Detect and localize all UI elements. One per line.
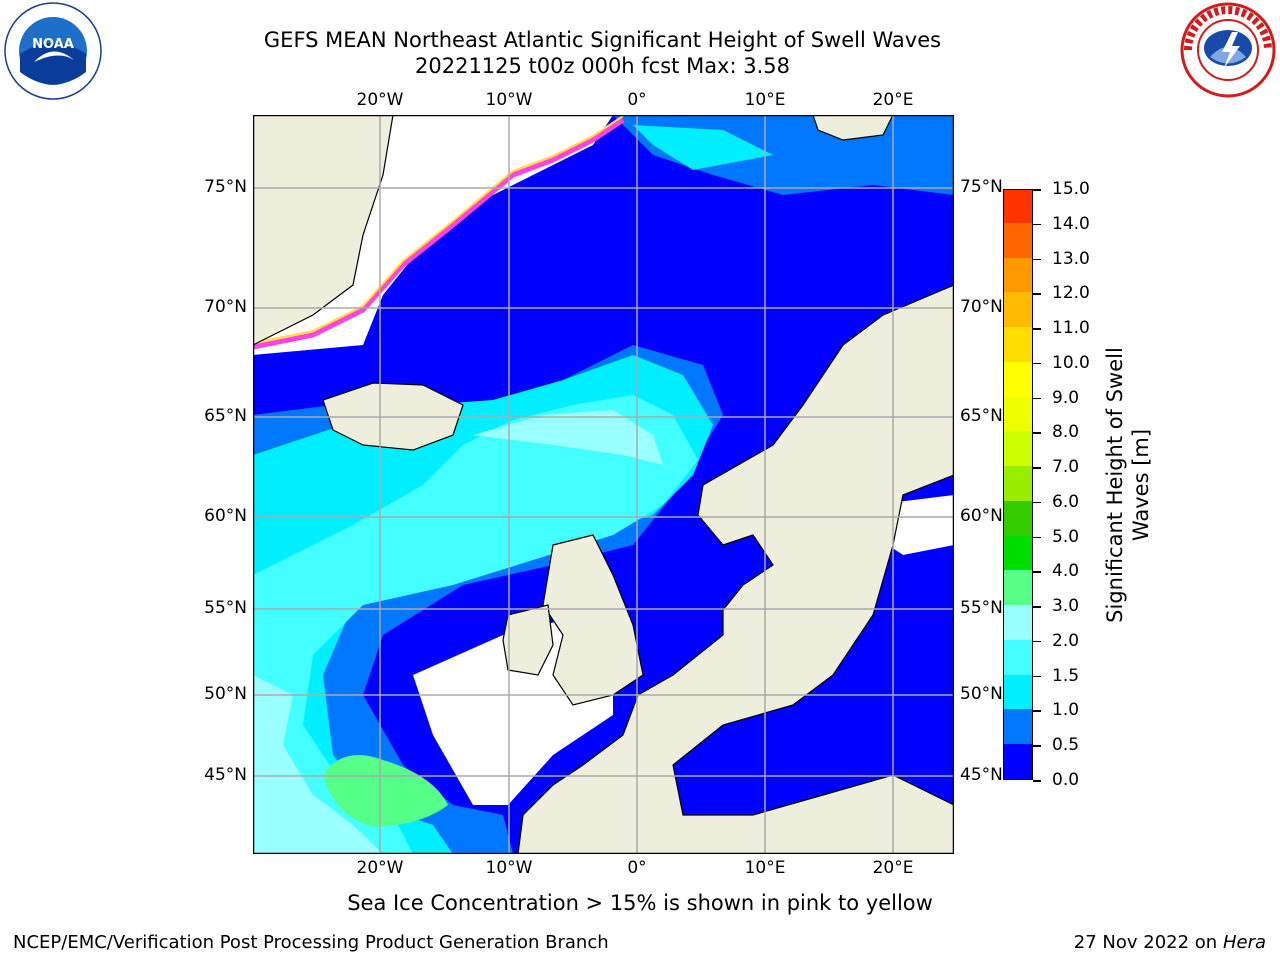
- colorbar-segment: [1004, 674, 1032, 709]
- lon-label-top: 10°E: [745, 90, 786, 110]
- colorbar-tick-label: 3.0: [1052, 596, 1079, 616]
- lat-label-left: 45°N: [177, 765, 247, 785]
- colorbar-tick: [1033, 432, 1041, 434]
- colorbar-tick: [1033, 189, 1041, 191]
- lat-label-left: 50°N: [177, 684, 247, 704]
- footer-left: NCEP/EMC/Verification Post Processing Pr…: [13, 932, 609, 953]
- noaa-logo-icon: NOAA: [4, 2, 102, 100]
- lon-label-top: 20°W: [357, 90, 404, 110]
- colorbar-tick-label: 1.0: [1052, 700, 1079, 720]
- colorbar-segment: [1004, 431, 1032, 466]
- lat-label-right: 60°N: [960, 506, 1003, 526]
- title-line-1: GEFS MEAN Northeast Atlantic Significant…: [0, 27, 1205, 53]
- lon-label-bottom: 0°: [627, 858, 646, 878]
- colorbar-segment: [1004, 466, 1032, 501]
- colorbar-tick-label: 7.0: [1052, 457, 1079, 477]
- colorbar-tick-label: 2.0: [1052, 631, 1079, 651]
- colorbar-tick-label: 15.0: [1052, 179, 1090, 199]
- colorbar-segment: [1004, 639, 1032, 674]
- colorbar-tick-label: 13.0: [1052, 249, 1090, 269]
- lat-label-right: 55°N: [960, 598, 1003, 618]
- sea-ice-note: Sea Ice Concentration > 15% is shown in …: [0, 891, 1280, 915]
- colorbar-tick: [1033, 676, 1041, 678]
- colorbar-tick: [1033, 363, 1041, 365]
- colorbar-tick-label: 0.0: [1052, 770, 1079, 790]
- lon-label-bottom: 10°W: [486, 858, 533, 878]
- colorbar-segment: [1004, 744, 1032, 779]
- colorbar-segment: [1004, 222, 1032, 257]
- colorbar-tick: [1033, 398, 1041, 400]
- swell-height-map: [253, 115, 954, 854]
- colorbar-segment: [1004, 605, 1032, 640]
- colorbar-tick-label: 1.5: [1052, 666, 1079, 686]
- colorbar-tick-label: 9.0: [1052, 388, 1079, 408]
- colorbar-segment: [1004, 292, 1032, 327]
- colorbar: [1003, 189, 1033, 780]
- colorbar-tick: [1033, 259, 1041, 261]
- colorbar-segment: [1004, 189, 1032, 223]
- lat-label-right: 65°N: [960, 406, 1003, 426]
- colorbar-tick: [1033, 537, 1041, 539]
- colorbar-tick-label: 5.0: [1052, 527, 1079, 547]
- colorbar-tick-label: 10.0: [1052, 353, 1090, 373]
- lat-label-left: 75°N: [177, 177, 247, 197]
- colorbar-tick-label: 11.0: [1052, 318, 1090, 338]
- national-weather-service-logo-icon: [1180, 2, 1276, 98]
- lat-label-left: 55°N: [177, 598, 247, 618]
- colorbar-segment: [1004, 257, 1032, 292]
- colorbar-tick: [1033, 745, 1041, 747]
- colorbar-tick: [1033, 328, 1041, 330]
- colorbar-tick-label: 6.0: [1052, 492, 1079, 512]
- colorbar-segment: [1004, 327, 1032, 362]
- noaa-logo-text: NOAA: [32, 37, 74, 52]
- colorbar-tick-label: 12.0: [1052, 283, 1090, 303]
- lon-label-top: 0°: [627, 90, 646, 110]
- colorbar-tick-label: 8.0: [1052, 422, 1079, 442]
- footer-host: Hera: [1223, 932, 1266, 953]
- colorbar-tick-label: 14.0: [1052, 214, 1090, 234]
- lat-label-right: 75°N: [960, 177, 1003, 197]
- colorbar-tick: [1033, 502, 1041, 504]
- colorbar-label: Significant Height of Swell Waves [m]: [1102, 320, 1154, 650]
- title-line-2: 20221125 t00z 000h fcst Max: 3.58: [0, 53, 1205, 79]
- colorbar-segment: [1004, 361, 1032, 396]
- colorbar-segment: [1004, 570, 1032, 605]
- colorbar-segment: [1004, 500, 1032, 535]
- lon-label-top: 10°W: [486, 90, 533, 110]
- colorbar-segment: [1004, 396, 1032, 431]
- lat-label-left: 70°N: [177, 297, 247, 317]
- colorbar-segment: [1004, 709, 1032, 744]
- lat-label-left: 65°N: [177, 406, 247, 426]
- footer-date: 27 Nov 2022 on: [1074, 932, 1217, 953]
- footer-right: 27 Nov 2022 on Hera: [1074, 932, 1266, 953]
- lat-label-right: 50°N: [960, 684, 1003, 704]
- colorbar-tick: [1033, 780, 1041, 782]
- lon-label-bottom: 10°E: [745, 858, 786, 878]
- colorbar-tick-label: 4.0: [1052, 561, 1079, 581]
- colorbar-tick: [1033, 641, 1041, 643]
- lat-label-right: 45°N: [960, 765, 1003, 785]
- colorbar-segment: [1004, 535, 1032, 570]
- lon-label-top: 20°E: [873, 90, 914, 110]
- colorbar-tick: [1033, 710, 1041, 712]
- colorbar-tick: [1033, 224, 1041, 226]
- colorbar-tick: [1033, 467, 1041, 469]
- lon-label-bottom: 20°W: [357, 858, 404, 878]
- lat-label-right: 70°N: [960, 297, 1003, 317]
- colorbar-tick: [1033, 571, 1041, 573]
- colorbar-tick-label: 0.5: [1052, 735, 1079, 755]
- lat-label-left: 60°N: [177, 506, 247, 526]
- colorbar-tick: [1033, 606, 1041, 608]
- colorbar-tick: [1033, 293, 1041, 295]
- lon-label-bottom: 20°E: [873, 858, 914, 878]
